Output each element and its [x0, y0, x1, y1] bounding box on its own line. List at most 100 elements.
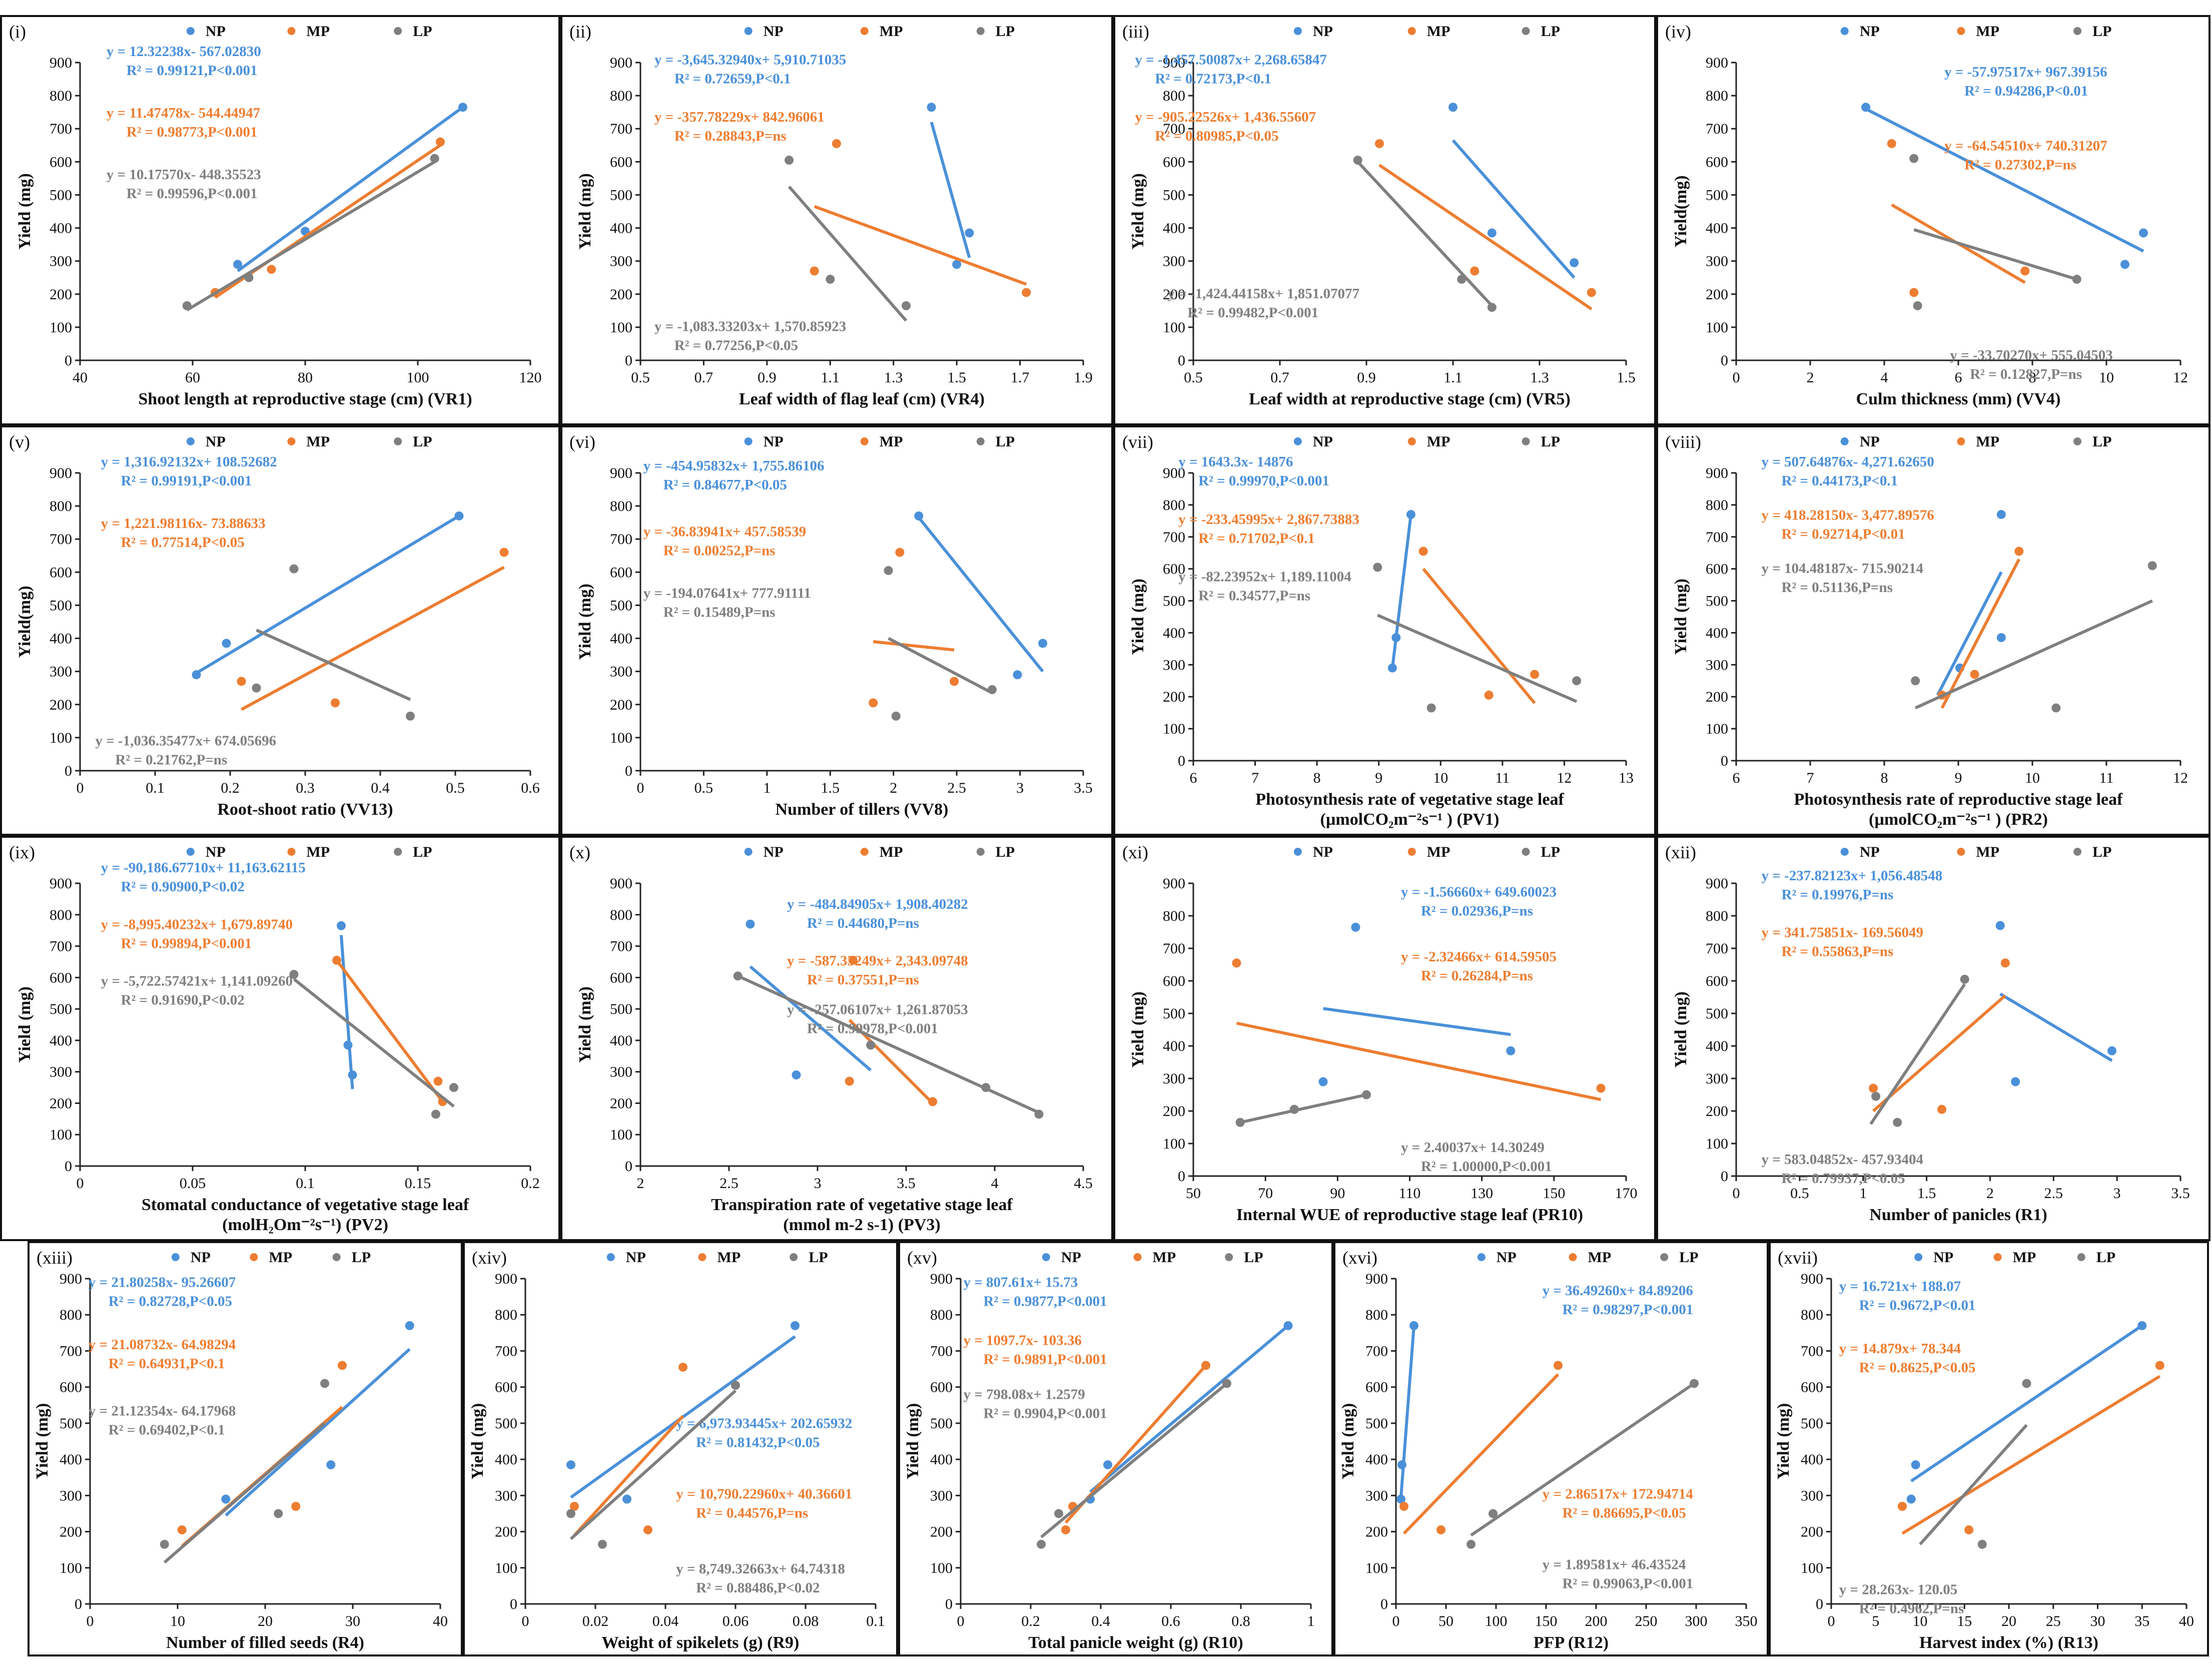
x-tick-label: 11: [1495, 770, 1510, 786]
y-axis-title: Yield (mg): [16, 986, 34, 1063]
point-np: [2137, 1321, 2147, 1330]
point-mp: [291, 1502, 301, 1511]
point-lp: [406, 711, 415, 721]
y-tick-label: 300: [1163, 253, 1185, 270]
trendline-np: [340, 935, 354, 1089]
trendline-np: [1910, 1324, 2143, 1482]
x-tick-label: 0: [637, 780, 644, 796]
trendline-np: [1089, 1324, 1289, 1493]
x-tick-label: 12: [1557, 770, 1572, 786]
panel-8: 0 100 200 300 400 500 600 700 800 900 6 7 8 9 10 11 12 Ph…: [1656, 425, 2210, 836]
x-axis-title: Internal WUE of reproductive stage leaf …: [1236, 1206, 1583, 1224]
point-mp: [2020, 266, 2030, 276]
point-mp: [267, 265, 276, 274]
y-tick-label: 500: [60, 1415, 82, 1432]
legend-marker-np: [606, 1253, 615, 1261]
y-tick-label: 400: [1801, 1451, 1823, 1468]
point-lp: [1871, 1091, 1881, 1101]
point-mp: [1418, 546, 1428, 556]
x-tick-label: 0.3: [296, 780, 315, 796]
r-squared-lp: R² = 0.9904,P<0.001: [984, 1405, 1107, 1421]
legend-marker-lp: [2073, 27, 2082, 35]
point-lp: [1690, 1379, 1699, 1388]
equation-lp: y = -257.06107x+ 1,261.87053: [787, 1001, 968, 1017]
x-tick-label: 0.02: [582, 1613, 609, 1629]
y-tick-label: 400: [610, 631, 632, 647]
point-mp: [678, 1362, 687, 1372]
point-np: [1906, 1494, 1916, 1504]
legend-marker-lp: [2077, 1253, 2085, 1261]
equation-lp: y = 8,749.32663x+ 64.74318: [676, 1561, 845, 1577]
x-tick-label: 0.06: [722, 1613, 749, 1629]
legend-label-np: NP: [1313, 23, 1333, 40]
x-axis-title: PFP (R12): [1534, 1633, 1609, 1652]
x-tick-label: 0: [77, 1175, 84, 1192]
x-tick-label: 250: [1635, 1613, 1658, 1629]
point-np: [566, 1460, 575, 1469]
point-lp: [884, 566, 893, 576]
legend-label-mp: MP: [1588, 1249, 1612, 1266]
y-tick-label: 500: [50, 187, 72, 203]
y-tick-label: 700: [1163, 121, 1185, 137]
legend-label-np: NP: [191, 1249, 211, 1266]
r-squared-lp: R² = 0.99482,P<0.001: [1188, 305, 1319, 321]
x-tick-label: 130: [1470, 1185, 1493, 1202]
y-tick-label: 300: [1163, 1070, 1185, 1087]
panel-border: [0, 15, 560, 425]
panel-15: 0 100 200 300 400 500 600 700 800 900 0 0.2 0.4 0.6 0.…: [898, 1241, 1333, 1656]
x-tick-label: 40: [2179, 1613, 2194, 1629]
x-axis-title: Stomatal conductance of vegetative stage…: [142, 1196, 469, 1214]
point-mp: [1374, 139, 1384, 148]
legend-label-mp: MP: [269, 1249, 292, 1266]
point-lp: [902, 301, 911, 310]
r-squared-lp: R² = 0.77256,P<0.05: [674, 337, 798, 353]
x-tick-label: 8: [1881, 770, 1888, 786]
y-tick-label: 300: [50, 664, 72, 680]
y-tick-label: 400: [610, 1032, 632, 1049]
equation-mp: y = -2.32466x+ 614.59505: [1401, 949, 1557, 965]
equation-np: y = 12.32238x- 567.02830: [107, 44, 261, 60]
point-lp: [320, 1379, 329, 1388]
point-np: [2107, 1046, 2116, 1055]
y-tick-label: 100: [610, 730, 632, 746]
legend-label-np: NP: [1860, 433, 1880, 450]
point-lp: [1289, 1104, 1299, 1114]
x-tick-label: 10: [1433, 770, 1448, 786]
point-lp: [1960, 974, 1969, 984]
r-squared-mp: R² = 0.28843,P=ns: [674, 128, 787, 144]
y-tick-label: 600: [610, 564, 632, 581]
legend-label-np: NP: [1933, 1249, 1953, 1266]
panel-5: 0 100 200 300 400 500 600 700 800 900 0 0.1 0.2 0.3 0.…: [0, 425, 560, 836]
panel-label: (iv): [1665, 22, 1691, 42]
y-tick-label: 700: [60, 1343, 82, 1359]
r-squared-lp: R² = 0.15489,P=ns: [663, 604, 776, 620]
point-np: [1570, 258, 1579, 267]
trendline-lp: [1913, 228, 2077, 281]
y-tick-label: 200: [1706, 689, 1728, 705]
legend-marker-np: [744, 27, 753, 35]
x-axis-title: Shoot length at reproductive stage (cm) …: [138, 390, 472, 408]
equation-mp: y = -64.54510x+ 740.31207: [1944, 138, 2107, 154]
y-tick-label: 600: [1365, 1379, 1388, 1396]
point-lp: [1977, 1539, 1987, 1549]
legend-marker-np: [744, 848, 753, 856]
x-tick-label: 6: [1955, 369, 1962, 386]
point-mp: [332, 955, 341, 965]
x-tick-label: 1.5: [947, 369, 966, 386]
r-squared-np: R² = 0.19976,P=ns: [1782, 887, 1894, 903]
y-axis-title: Yield (mg): [576, 986, 594, 1063]
x-tick-label: 0.6: [1161, 1613, 1180, 1629]
legend-marker-mp: [1957, 437, 1965, 445]
x-axis-title: Photosynthesis rate of vegetative stage …: [1255, 790, 1564, 809]
point-lp: [2051, 703, 2061, 713]
y-tick-label: 200: [1706, 286, 1728, 303]
point-np: [1387, 663, 1397, 673]
point-mp: [436, 137, 445, 147]
x-tick-label: 100: [1485, 1613, 1508, 1629]
y-tick-label: 900: [50, 875, 72, 892]
y-tick-label: 0: [75, 1596, 82, 1612]
panel-label: (i): [9, 22, 26, 42]
y-axis-title: Yield (mg): [1339, 1403, 1357, 1480]
y-tick-label: 600: [50, 154, 72, 170]
